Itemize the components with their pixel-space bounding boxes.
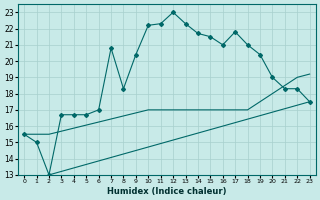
X-axis label: Humidex (Indice chaleur): Humidex (Indice chaleur): [107, 187, 227, 196]
